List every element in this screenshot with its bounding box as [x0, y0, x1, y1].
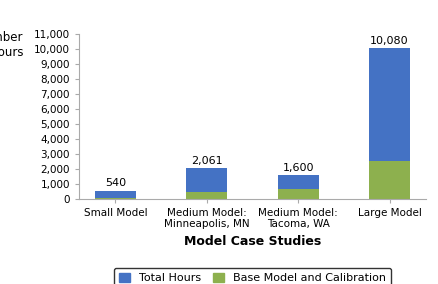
Legend: Total Hours, Base Model and Calibration: Total Hours, Base Model and Calibration: [113, 268, 390, 284]
Bar: [186, 168, 227, 192]
Text: 1,600: 1,600: [282, 163, 313, 173]
Bar: [277, 189, 318, 199]
Bar: [277, 175, 318, 189]
X-axis label: Model Case Studies: Model Case Studies: [184, 235, 320, 248]
Bar: [368, 161, 409, 199]
Text: 2,061: 2,061: [191, 156, 222, 166]
Text: 540: 540: [105, 178, 126, 189]
Bar: [95, 198, 136, 199]
Bar: [368, 48, 409, 161]
Bar: [186, 192, 227, 199]
Y-axis label: Number
of Hours: Number of Hours: [0, 31, 24, 59]
Text: 10,080: 10,080: [369, 36, 408, 46]
Bar: [95, 191, 136, 198]
